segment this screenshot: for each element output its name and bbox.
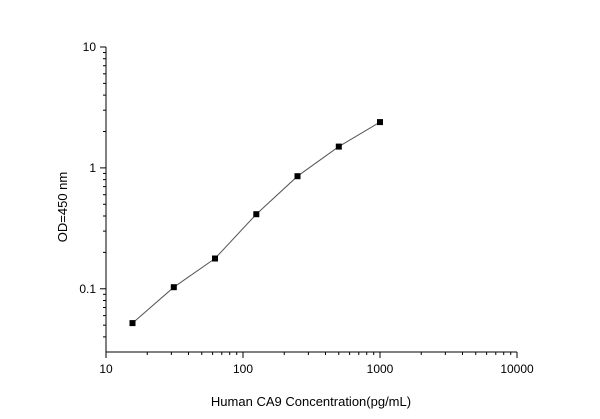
data-point: [170, 284, 177, 291]
data-point: [294, 173, 301, 180]
x-axis-title: Human CA9 Concentration(pg/mL): [211, 394, 411, 409]
x-tick-label: 100: [233, 362, 253, 376]
y-tick-label: 10: [83, 40, 97, 54]
data-point: [377, 119, 383, 126]
data-point: [253, 211, 260, 218]
y-tick-label: 0.1: [79, 282, 96, 296]
x-tick-label: 10000: [500, 362, 534, 376]
axes: 10 100 1000 10000 0.1 1 10: [79, 40, 534, 376]
x-tick-label: 1000: [367, 362, 394, 376]
data-point: [212, 255, 218, 262]
x-tick-label: 10: [99, 362, 113, 376]
data-point: [335, 143, 342, 150]
y-tick-label: 1: [89, 161, 96, 175]
series: [129, 119, 383, 327]
y-axis-title: OD=450 nm: [55, 172, 70, 242]
series-line: [132, 121, 381, 324]
data-point: [129, 320, 136, 327]
